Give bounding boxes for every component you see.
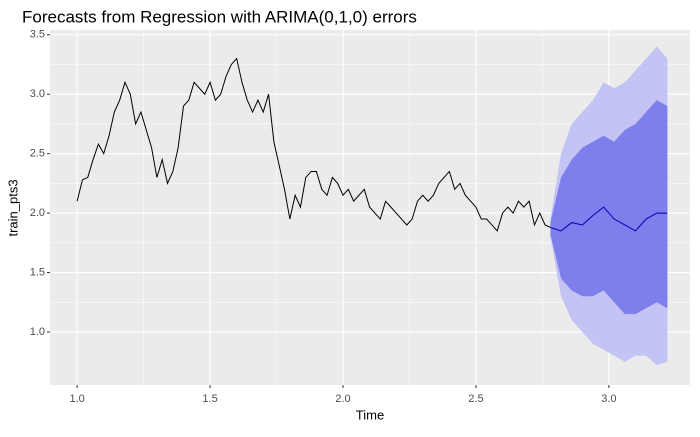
x-tick-label: 1.5: [202, 393, 217, 405]
y-axis-title: train_pts3: [5, 179, 20, 236]
y-tick-label: 1.0: [30, 326, 45, 338]
x-tick-label: 1.0: [69, 393, 84, 405]
x-tick-label: 3.0: [601, 393, 616, 405]
series-line: [550, 206, 668, 232]
chart-title: Forecasts from Regression with ARIMA(0,1…: [22, 7, 417, 26]
x-tick-label: 2.5: [468, 393, 483, 405]
x-axis-title: Time: [356, 407, 384, 422]
series-line: [76, 57, 551, 232]
y-tick-label: 3.0: [30, 88, 45, 100]
x-tick-label: 2.0: [335, 393, 350, 405]
y-tick-label: 1.5: [30, 266, 45, 278]
y-tick-label: 2.5: [30, 148, 45, 160]
prediction-band: [550, 100, 668, 315]
y-tick-label: 3.5: [30, 29, 45, 41]
y-tick-label: 2.0: [30, 207, 45, 219]
